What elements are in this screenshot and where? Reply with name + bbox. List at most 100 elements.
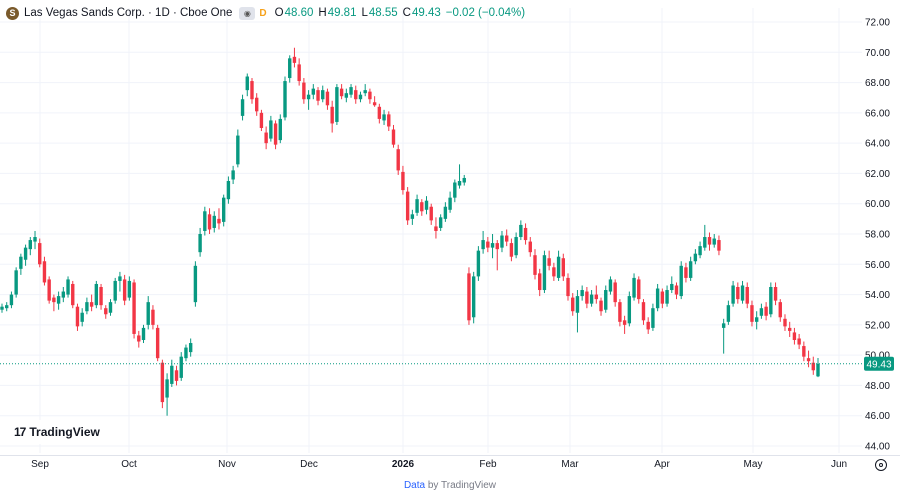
candle-body [783,318,787,327]
candle-body [552,267,556,277]
candle-body [792,332,797,340]
candle-body [717,240,721,251]
delayed-data-badge[interactable]: D [259,7,267,19]
candle [802,341,806,362]
candle-body [632,277,636,298]
candle [637,276,641,304]
candle-body [372,102,377,106]
tradingview-watermark[interactable]: 17 TradingView [8,421,106,443]
candle [28,237,32,256]
candle [283,76,287,121]
data-attribution: Data by TradingView [0,480,900,491]
symbol-title[interactable]: Las Vegas Sands Corp. · 1D · Cboe One [24,7,233,19]
candle-body [500,235,504,248]
candle [688,256,693,281]
candle [486,237,490,253]
candle-body [721,323,726,328]
candle [778,299,782,322]
candle-body [269,120,273,139]
candle [797,333,801,350]
candle-body [655,288,660,309]
candle-body [759,308,764,316]
candle-body [19,256,23,269]
candle [311,84,316,100]
last-price-label: 49.43 [866,359,891,370]
candle [674,282,679,300]
y-tick-label: 64.00 [865,139,890,150]
candle-body [764,306,768,316]
candle-body [71,283,75,306]
candle-body [561,258,565,277]
candle [33,230,37,250]
y-tick-label: 68.00 [865,78,890,89]
candle-body [151,309,155,325]
candle-body [255,97,259,112]
candle-body [684,267,688,278]
candle-body [28,240,32,250]
candle-body [221,197,226,222]
candle [806,350,811,368]
candle-body [580,290,584,297]
price-axis[interactable]: 72.00 70.00 68.00 66.00 64.00 62.00 60.00 58.00… [864,18,894,453]
candle-body [99,287,103,306]
x-tick-label: Dec [300,459,318,470]
candle [731,280,735,307]
candle-body [33,237,37,242]
candle [750,300,754,327]
candle [589,290,594,307]
candle-body [104,308,108,315]
candle-body [462,177,466,183]
candle-body [198,234,202,253]
candle [387,111,391,132]
candle-body [528,241,532,253]
x-tick-label: Sep [31,459,49,470]
candle-body [113,280,117,301]
candle [462,174,466,186]
candle [113,277,117,304]
candle-body [769,287,773,315]
candle [533,249,537,280]
candle [240,94,245,121]
candle [198,227,202,257]
candle-body [745,287,749,304]
candle-body [321,90,325,100]
candle [368,88,372,104]
candle [14,267,18,298]
candle [429,203,433,225]
candle [71,280,75,309]
candle-body [89,302,94,307]
candle-body [61,291,66,298]
candle-body [665,290,669,304]
candle [245,73,249,97]
candle-body [495,243,499,250]
candle [707,232,712,251]
candle-body [750,305,754,322]
candle-body [283,81,287,118]
candle-body [193,265,198,303]
data-link[interactable]: Data [403,480,426,491]
y-tick-label: 58.00 [865,230,890,241]
candle [396,144,400,175]
chart-settings-icon[interactable] [875,459,887,471]
candle [372,96,377,107]
candle [740,280,745,304]
y-tick-label: 56.00 [865,260,890,271]
candle [599,297,603,316]
x-tick-label: May [744,459,763,470]
tradingview-watermark-text: TradingView [29,425,100,439]
time-axis[interactable]: Sep Oct Nov Dec 2026 Feb Mar Apr May Jun [31,459,847,470]
candle-body [405,191,410,221]
candle-body [179,356,183,378]
candle [811,356,815,375]
candle-body [571,297,575,312]
candle-body [670,283,674,291]
eye-toggle-icon[interactable]: ◉ [239,6,256,20]
candle-body [443,206,448,219]
symbol-logo-icon[interactable]: S [6,6,19,20]
candle-body [523,227,528,241]
y-tick-label: 62.00 [865,169,890,180]
candle-body [245,76,249,91]
candle-body [132,282,136,334]
